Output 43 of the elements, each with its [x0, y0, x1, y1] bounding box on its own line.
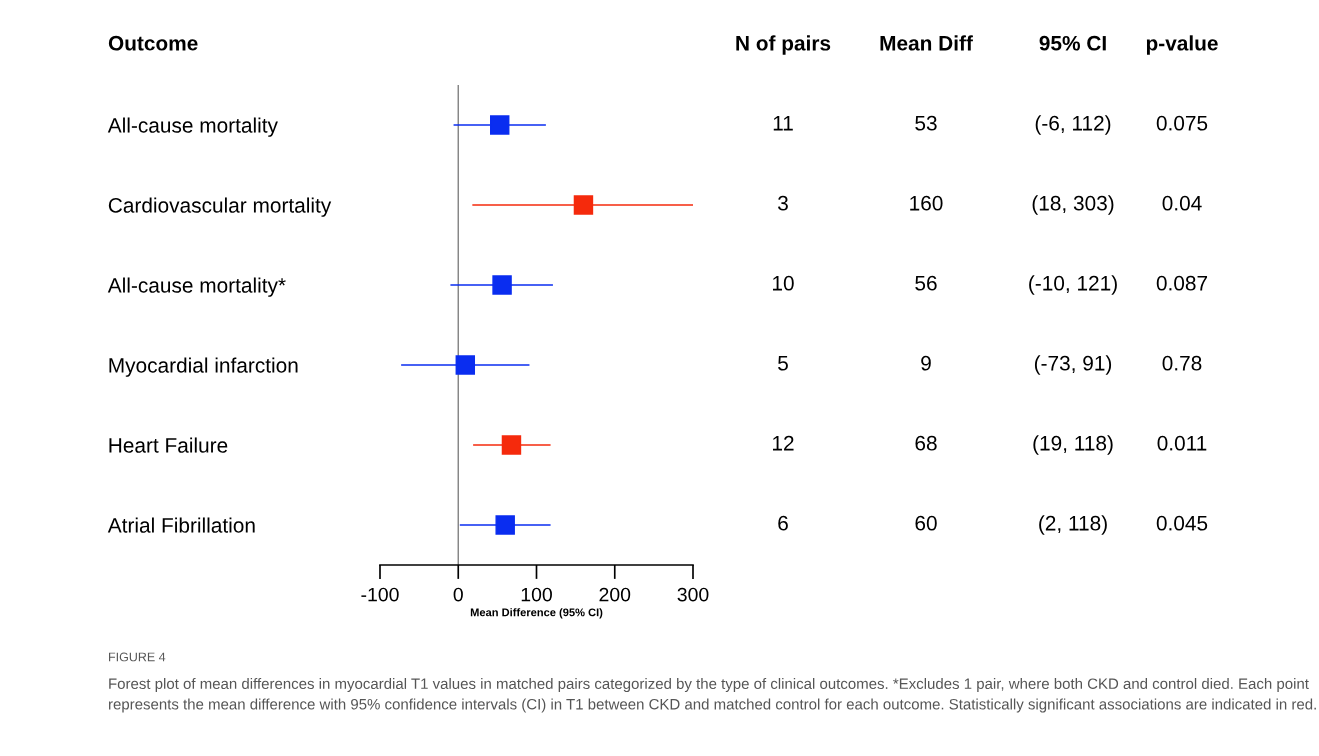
y-tick-label: All-cause mortality* [107, 277, 286, 297]
text: 3 [778, 195, 788, 211]
text: (-73, 91) [1034, 355, 1112, 375]
text: 56 [915, 275, 937, 291]
text: 10 [773, 275, 794, 291]
x-tick-label: 300 [677, 587, 709, 602]
y-tick-label: Atrial Fibrillation [107, 517, 255, 533]
text: 0.075 [1156, 115, 1208, 131]
text: (18, 303) [1032, 195, 1114, 215]
y-tick-label: Myocardial infarction [109, 357, 298, 377]
y-tick-label: Cardiovascular mortality [108, 197, 332, 217]
text: Mean Diff [880, 35, 973, 51]
text: 0.04 [1162, 195, 1202, 211]
text: 60 [915, 515, 937, 531]
text: (19, 118) [1033, 435, 1113, 455]
text: 68 [915, 435, 937, 451]
x-tick-label: 0 [453, 587, 463, 602]
text: 11 [773, 116, 793, 131]
text: 160 [910, 195, 943, 211]
text: Forest plot of mean differences in myocardial T1 values in matched pairs categorized by the type of clinical outcomes. *Excludes 1 pair, where both CKD and control died. Each point represents the mean difference with 95% confidence intervals (CI) in T1 between CKD and matched control for each outcome. Statistically significant associations are indicated in red. [109, 678, 1316, 713]
x-tick-label: 100 [521, 587, 552, 602]
y-tick-label: Heart Failure [109, 437, 228, 453]
text: 95% CI [1039, 35, 1106, 51]
text: 12 [773, 435, 794, 451]
text: 0.011 [1157, 435, 1207, 451]
text: 9 [921, 355, 931, 371]
text: (2, 118) [1039, 515, 1107, 535]
x-tick-label: -100 [361, 587, 399, 602]
x-axis-title: Mean Difference (95% CI) [470, 608, 603, 619]
text: p-value [1146, 35, 1218, 55]
text: 53 [915, 115, 937, 131]
y-axis-title: Outcome [108, 35, 198, 51]
text: 0.78 [1162, 355, 1202, 371]
text: 5 [778, 356, 788, 371]
text: 0.045 [1156, 515, 1208, 531]
y-tick-label: All-cause mortality [107, 117, 278, 137]
x-tick-label: 200 [599, 587, 631, 602]
text: 6 [778, 515, 788, 531]
text: 0.087 [1156, 275, 1208, 291]
text: (-10, 121) [1029, 275, 1117, 295]
text: N of pairs [736, 35, 831, 55]
text: (-6, 112) [1035, 115, 1111, 135]
text: FIGURE 4 [109, 652, 166, 662]
